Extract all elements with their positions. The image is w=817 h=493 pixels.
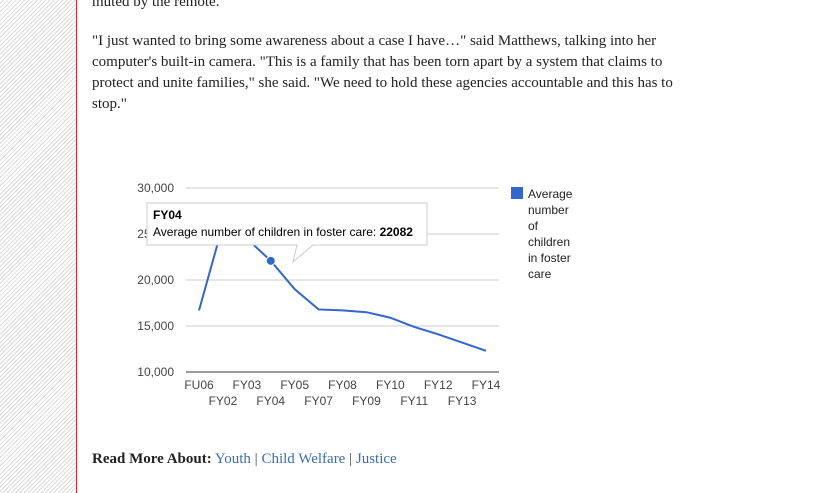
legend-label: children xyxy=(528,235,570,249)
topic-link-youth[interactable]: Youth xyxy=(214,451,251,467)
legend-label: in foster xyxy=(528,251,571,265)
side-stripes-decoration xyxy=(0,0,76,493)
x-tick-label: FY07 xyxy=(304,394,333,408)
legend-swatch xyxy=(511,187,523,199)
x-tick-label: FY02 xyxy=(209,394,238,408)
link-separator: | xyxy=(349,451,353,467)
x-tick-label: FY03 xyxy=(232,378,261,392)
legend-label: Average xyxy=(528,187,573,201)
x-tick-label: FY05 xyxy=(280,378,309,392)
tooltip-box xyxy=(146,202,428,264)
highlighted-point xyxy=(265,255,276,266)
red-vertical-rule xyxy=(76,0,77,493)
x-tick-label: FY04 xyxy=(256,394,285,408)
x-tick-label: FY10 xyxy=(376,378,405,392)
link-separator: | xyxy=(254,451,258,467)
tooltip-value: 22082 xyxy=(380,225,414,239)
y-tick-label: 15,000 xyxy=(137,319,174,333)
paragraph-partial: muted by the remote. xyxy=(92,0,220,10)
x-tick-label: FY14 xyxy=(472,378,501,392)
x-tick-label: FY12 xyxy=(424,378,453,392)
tooltip-title: FY04 xyxy=(153,208,182,222)
legend-label: number xyxy=(528,203,569,217)
read-more-section: Read More About: Youth | Child Welfare |… xyxy=(92,449,397,470)
tooltip-label: Average number of children in foster car… xyxy=(153,225,380,239)
x-tick-label: FY08 xyxy=(328,378,357,392)
tooltip-text: Average number of children in foster car… xyxy=(153,225,413,239)
x-tick-label: FY09 xyxy=(352,394,381,408)
topic-link-child-welfare[interactable]: Child Welfare xyxy=(261,451,346,467)
y-tick-label: 30,000 xyxy=(137,181,174,195)
legend-label: of xyxy=(528,219,539,233)
y-tick-label: 20,000 xyxy=(137,273,174,287)
paragraph-quote: "I just wanted to bring some awareness a… xyxy=(92,33,673,112)
x-tick-label: FY11 xyxy=(400,394,428,408)
x-tick-label: FY13 xyxy=(448,394,477,408)
read-more-label: Read More About: xyxy=(92,451,212,467)
legend-label: care xyxy=(528,267,552,281)
topic-link-justice[interactable]: Justice xyxy=(355,451,397,467)
x-tick-label: FU06 xyxy=(184,378,214,392)
y-tick-label: 10,000 xyxy=(137,365,174,379)
